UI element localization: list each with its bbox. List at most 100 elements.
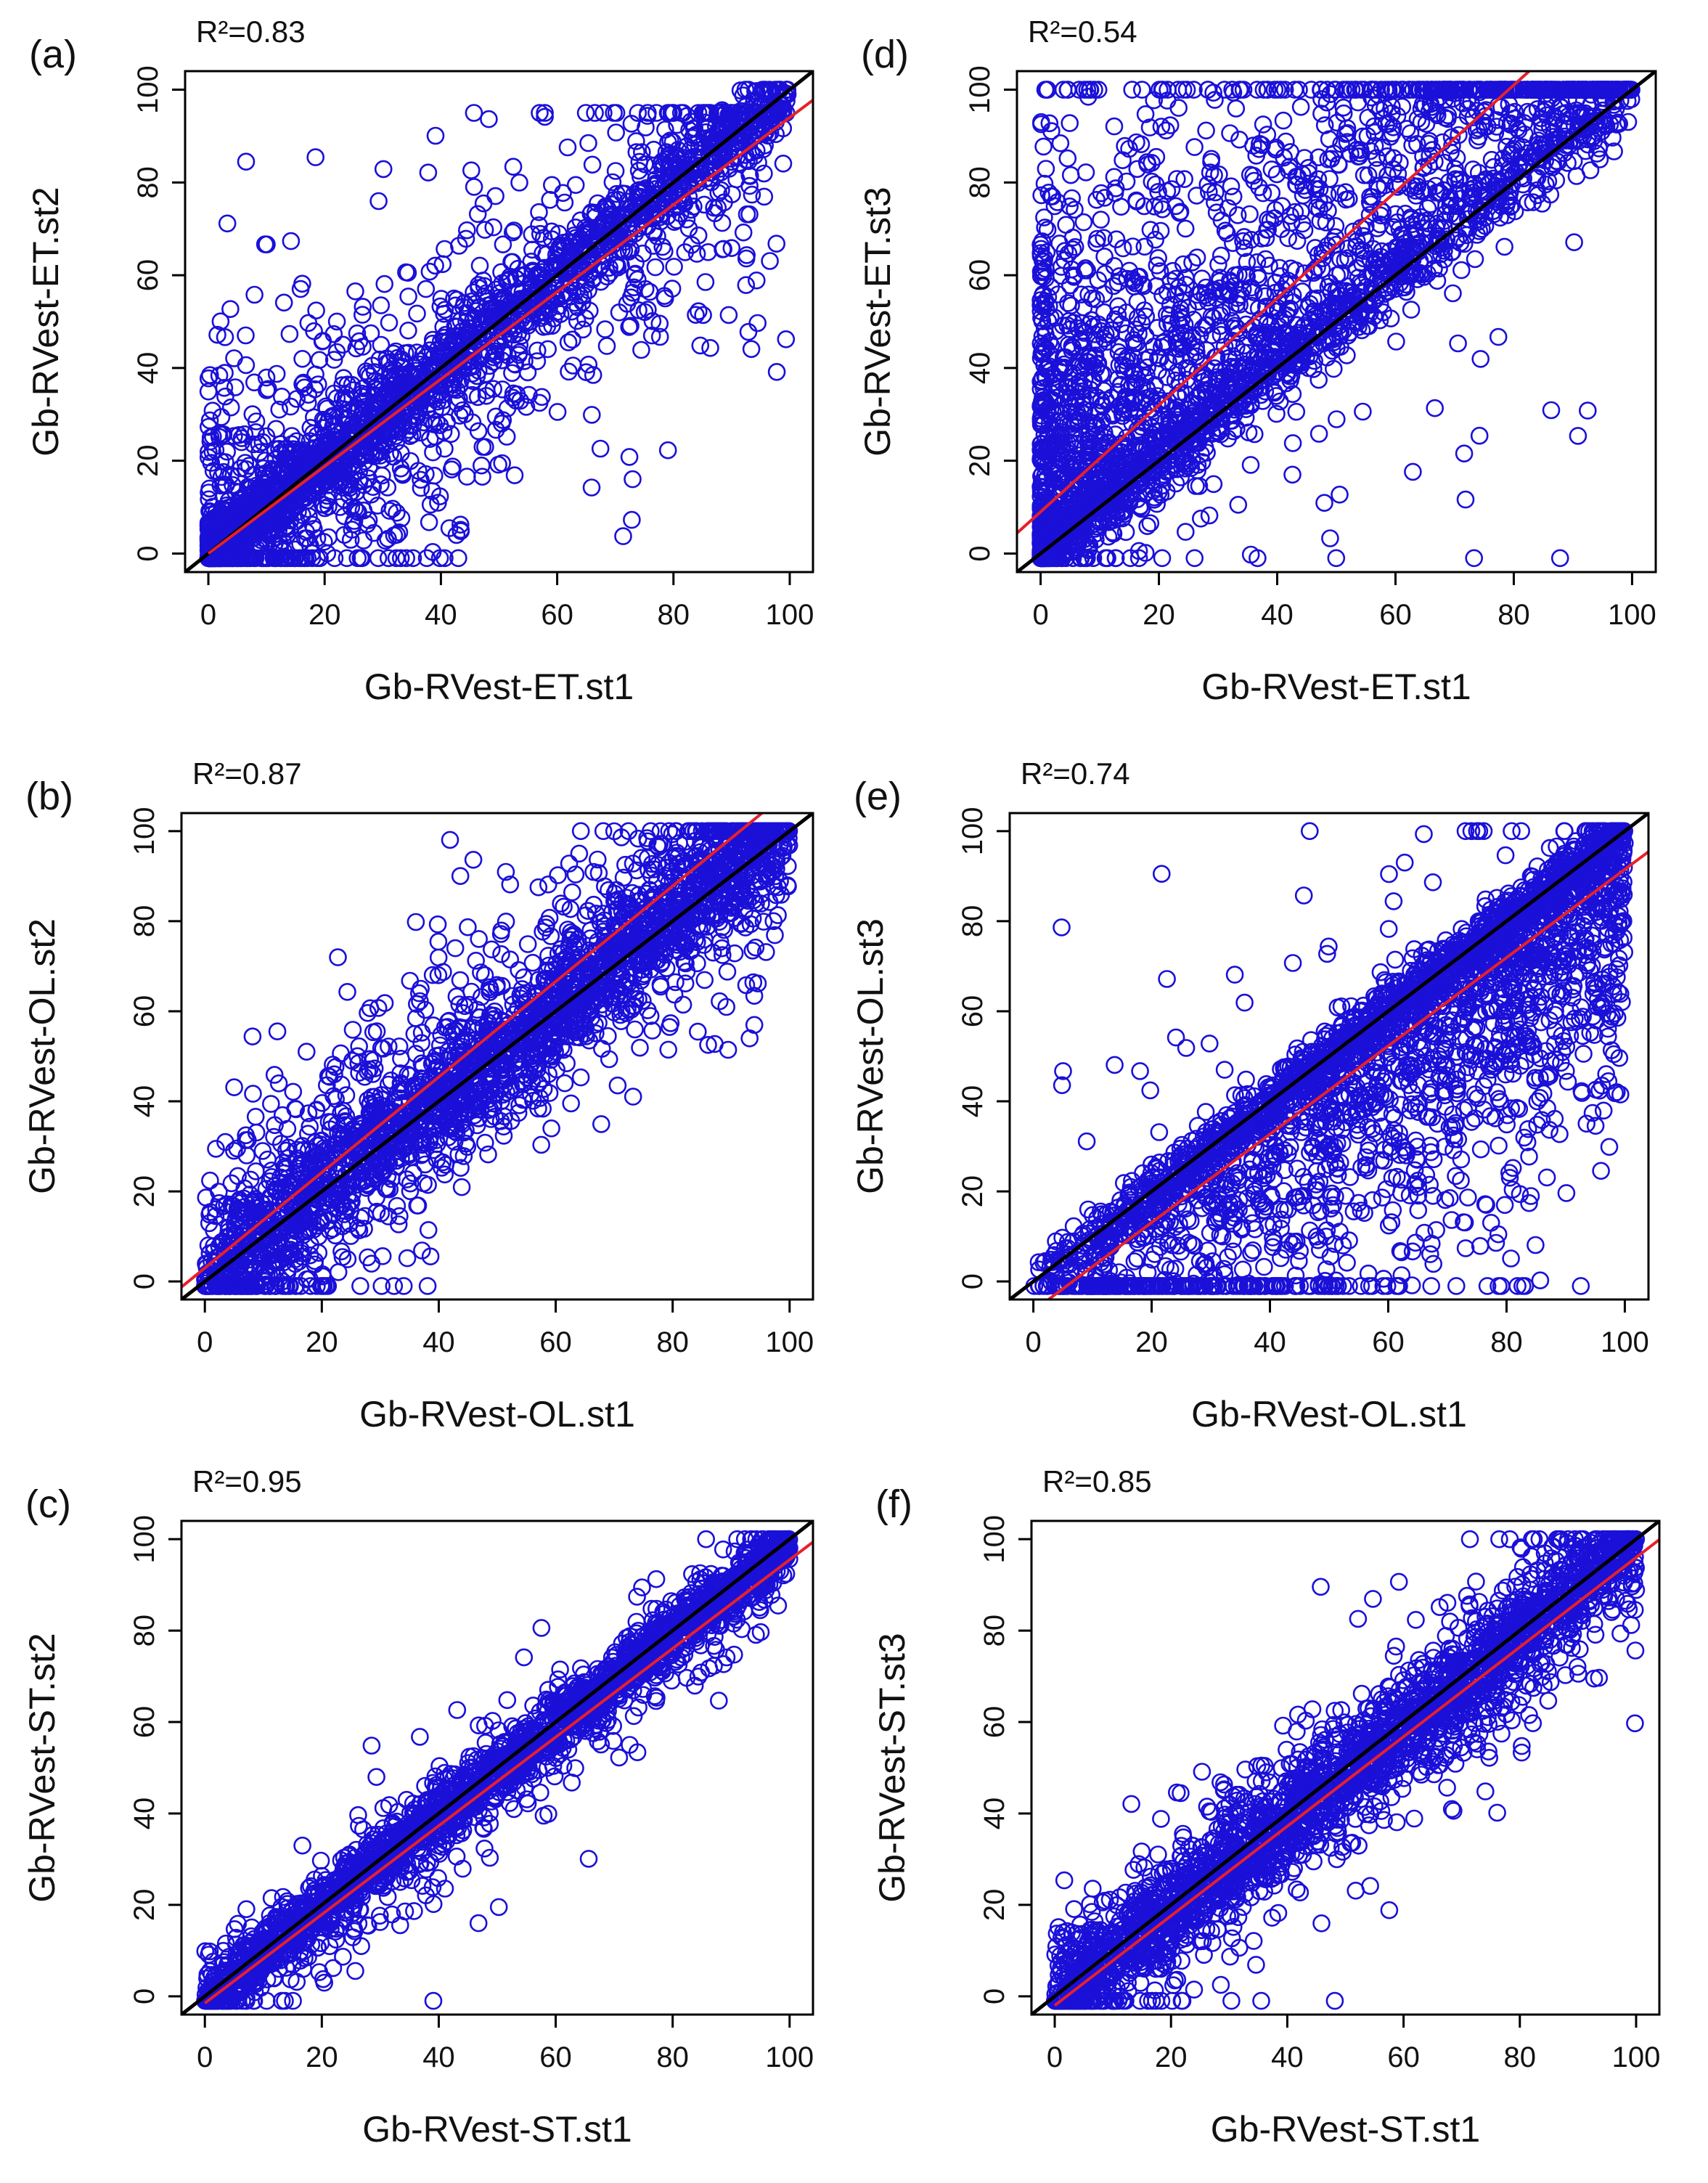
x-tick-label: 100 bbox=[766, 599, 814, 631]
data-point bbox=[219, 216, 235, 232]
data-point bbox=[542, 192, 558, 208]
data-point bbox=[1294, 284, 1310, 300]
data-point bbox=[1403, 302, 1419, 318]
data-point bbox=[1058, 217, 1074, 233]
data-point bbox=[401, 288, 417, 304]
data-point bbox=[238, 327, 254, 343]
data-point bbox=[660, 442, 676, 458]
data-point bbox=[738, 250, 754, 266]
data-point bbox=[703, 340, 719, 356]
y-tick-label: 80 bbox=[132, 166, 164, 198]
r-squared-label: R²=0.83 bbox=[196, 15, 306, 49]
data-point bbox=[1543, 402, 1559, 418]
data-point bbox=[1566, 234, 1582, 250]
data-point bbox=[1037, 176, 1053, 192]
y-tick-label: 0 bbox=[132, 545, 164, 561]
y-axis-title: Gb-RVest-ET.st2 bbox=[25, 187, 66, 456]
data-point bbox=[1198, 123, 1214, 139]
data-point bbox=[1317, 495, 1333, 511]
data-point bbox=[715, 241, 731, 257]
data-point bbox=[633, 342, 649, 358]
data-point bbox=[1036, 139, 1052, 155]
data-point bbox=[269, 366, 285, 382]
data-point bbox=[700, 244, 716, 260]
data-point bbox=[690, 303, 706, 319]
data-point bbox=[740, 324, 756, 340]
data-point bbox=[581, 135, 597, 151]
data-point bbox=[769, 364, 785, 380]
data-point bbox=[584, 407, 600, 423]
x-tick-label: 60 bbox=[541, 599, 573, 631]
data-point bbox=[584, 480, 600, 496]
data-point bbox=[1322, 171, 1338, 187]
data-point bbox=[544, 177, 560, 193]
data-point bbox=[560, 335, 576, 351]
data-point bbox=[283, 233, 299, 249]
data-point bbox=[472, 258, 488, 274]
data-point bbox=[494, 381, 510, 397]
data-point bbox=[293, 281, 308, 297]
x-axis-title: Gb-RVest-ET.st1 bbox=[364, 666, 634, 707]
data-point bbox=[375, 161, 391, 177]
data-point bbox=[537, 109, 553, 125]
data-point bbox=[1187, 550, 1203, 566]
data-point bbox=[507, 468, 523, 483]
data-point bbox=[647, 259, 663, 275]
data-point bbox=[1285, 435, 1301, 451]
data-point bbox=[1230, 497, 1246, 513]
data-point bbox=[1580, 403, 1595, 419]
data-point bbox=[642, 284, 658, 300]
data-point bbox=[1458, 491, 1474, 507]
data-point bbox=[721, 307, 737, 323]
data-point bbox=[420, 165, 436, 181]
data-point bbox=[1354, 404, 1370, 420]
data-point bbox=[227, 380, 243, 396]
data-point bbox=[1060, 150, 1076, 166]
data-point bbox=[276, 295, 292, 311]
data-point bbox=[624, 512, 640, 528]
panel-label: (a) bbox=[29, 33, 77, 76]
data-point bbox=[738, 277, 754, 293]
data-point bbox=[247, 287, 263, 303]
data-point bbox=[1293, 99, 1309, 115]
data-point bbox=[578, 105, 594, 121]
data-point bbox=[1062, 115, 1078, 131]
data-point bbox=[692, 338, 708, 354]
data-point bbox=[512, 175, 528, 191]
data-point bbox=[226, 351, 242, 367]
data-point bbox=[1304, 82, 1320, 98]
data-point bbox=[632, 154, 647, 170]
data-point bbox=[370, 550, 386, 566]
data-point bbox=[698, 274, 714, 290]
x-tick-label: 40 bbox=[425, 599, 457, 631]
data-point bbox=[625, 471, 641, 487]
data-point bbox=[568, 177, 584, 193]
data-point bbox=[488, 188, 504, 204]
data-point bbox=[437, 241, 453, 257]
data-point bbox=[608, 125, 624, 141]
data-point bbox=[1159, 123, 1174, 139]
data-point bbox=[1453, 262, 1469, 278]
data-point bbox=[748, 272, 764, 288]
y-tick-label: 20 bbox=[132, 444, 164, 477]
data-point bbox=[463, 163, 479, 179]
data-point bbox=[238, 154, 254, 170]
data-point bbox=[505, 159, 521, 175]
data-point bbox=[1570, 428, 1586, 444]
data-point bbox=[739, 247, 755, 263]
data-point bbox=[348, 283, 364, 299]
data-point bbox=[1177, 221, 1193, 237]
data-point bbox=[1243, 457, 1259, 473]
data-point bbox=[599, 338, 615, 354]
data-point bbox=[762, 253, 778, 269]
data-point bbox=[1471, 428, 1487, 444]
data-point bbox=[308, 367, 324, 383]
data-point bbox=[1490, 329, 1506, 345]
data-point bbox=[1078, 164, 1094, 180]
data-point bbox=[295, 351, 311, 367]
data-point bbox=[1427, 400, 1443, 416]
